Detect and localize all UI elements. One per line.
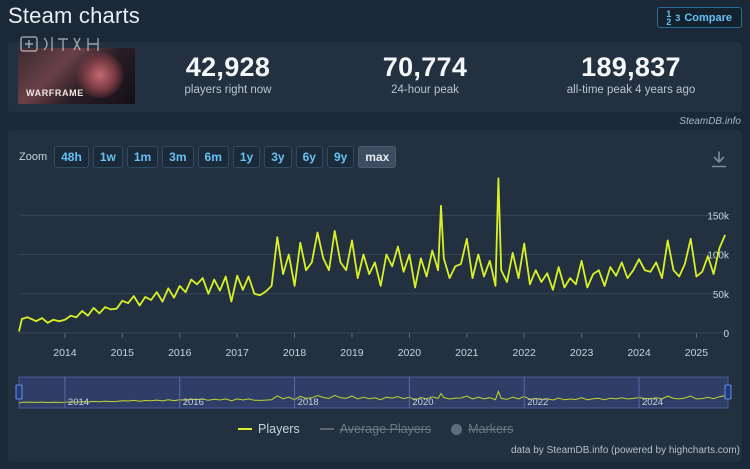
compare-icon-digit: 3 [675, 12, 681, 23]
navigator-handle-left[interactable] [15, 384, 23, 400]
stat-label: all-time peak 4 years ago [566, 84, 696, 96]
zoom-max-button[interactable]: max [358, 146, 397, 168]
chart-credits[interactable]: data by SteamDB.info (powered by highcha… [511, 445, 740, 456]
zoom-1m-button[interactable]: 1m [126, 146, 159, 168]
legend-item-average-players[interactable]: Average Players [319, 422, 432, 436]
stat-value: 189,837 [581, 52, 681, 82]
x-tick-label: 2023 [570, 347, 594, 359]
download-icon[interactable] [711, 151, 727, 169]
zoom-48h-button[interactable]: 48h [54, 146, 89, 168]
zoom-1y-button[interactable]: 1y [232, 146, 261, 168]
navigator-tick-label: 2018 [298, 397, 319, 408]
navigator-window[interactable] [18, 376, 729, 409]
zoom-3y-button[interactable]: 3y [264, 146, 292, 168]
capsule-artwork [76, 52, 124, 98]
zoom-controls: Zoom 48h 1w 1m 3m 6m 1y 3y 6y 9y max [19, 146, 397, 168]
game-capsule-image[interactable]: WARFRAME [18, 48, 135, 104]
navigator-handle-right[interactable] [724, 384, 732, 400]
chart-legend: Players Average Players Markers [238, 422, 513, 436]
stat-24h-peak: 70,774 24-hour peak [370, 52, 480, 96]
game-logo: WARFRAME [26, 88, 84, 98]
watermark-icon [20, 36, 99, 52]
stat-players-now: 42,928 players right now [173, 52, 283, 96]
zoom-3m-button[interactable]: 3m [162, 146, 194, 168]
y-tick-label: 150k [707, 211, 730, 222]
x-tick-label: 2020 [398, 347, 422, 359]
stat-all-time-peak: 189,837 all-time peak 4 years ago [553, 52, 709, 96]
legend-swatch [238, 428, 252, 430]
y-tick-label: 0 [723, 329, 729, 340]
y-tick-label: 100k [707, 251, 730, 262]
legend-item-players[interactable]: Players [238, 422, 300, 436]
x-tick-label: 2021 [455, 347, 479, 359]
zoom-1w-button[interactable]: 1w [92, 146, 123, 168]
navigator-tick-label: 2016 [183, 397, 204, 408]
page-title: Steam charts [8, 3, 141, 28]
zoom-6y-button[interactable]: 6y [295, 146, 323, 168]
legend-item-markers[interactable]: Markers [451, 422, 513, 436]
series-line-players[interactable] [18, 177, 726, 332]
legend-label: Players [258, 422, 300, 436]
navigator-series-line [18, 389, 726, 404]
legend-label: Average Players [339, 422, 432, 436]
legend-label: Markers [468, 422, 514, 436]
steamdb-link[interactable]: SteamDB.info [679, 116, 741, 127]
navigator-tick-label: 2022 [527, 397, 548, 408]
navigator-tick-label: 2024 [642, 397, 663, 408]
stat-label: 24-hour peak [391, 84, 459, 96]
x-tick-label: 2015 [111, 347, 135, 359]
x-tick-label: 2018 [283, 347, 307, 359]
zoom-label: Zoom [19, 151, 48, 163]
stat-value: 70,774 [382, 52, 468, 82]
x-tick-label: 2022 [513, 347, 537, 359]
x-tick-label: 2016 [168, 347, 192, 359]
legend-dot-icon [451, 423, 463, 435]
x-tick-label: 2024 [627, 347, 651, 359]
x-tick-label: 2019 [340, 347, 364, 359]
legend-swatch [319, 428, 334, 430]
navigator-tick-label: 2014 [68, 397, 89, 408]
x-tick-label: 2014 [53, 347, 77, 359]
navigator-tick-label: 2020 [412, 397, 433, 408]
game-header-panel: WARFRAME 42,928 players right now 70,774… [8, 42, 742, 112]
compare-label: Compare [684, 11, 732, 24]
stat-value: 42,928 [185, 52, 271, 82]
zoom-9y-button[interactable]: 9y [326, 146, 355, 168]
x-tick-label: 2025 [685, 347, 709, 359]
x-tick-label: 2017 [225, 347, 249, 359]
zoom-6m-button[interactable]: 6m [197, 146, 229, 168]
stat-label: players right now [184, 84, 272, 96]
y-tick-label: 50k [713, 290, 730, 301]
